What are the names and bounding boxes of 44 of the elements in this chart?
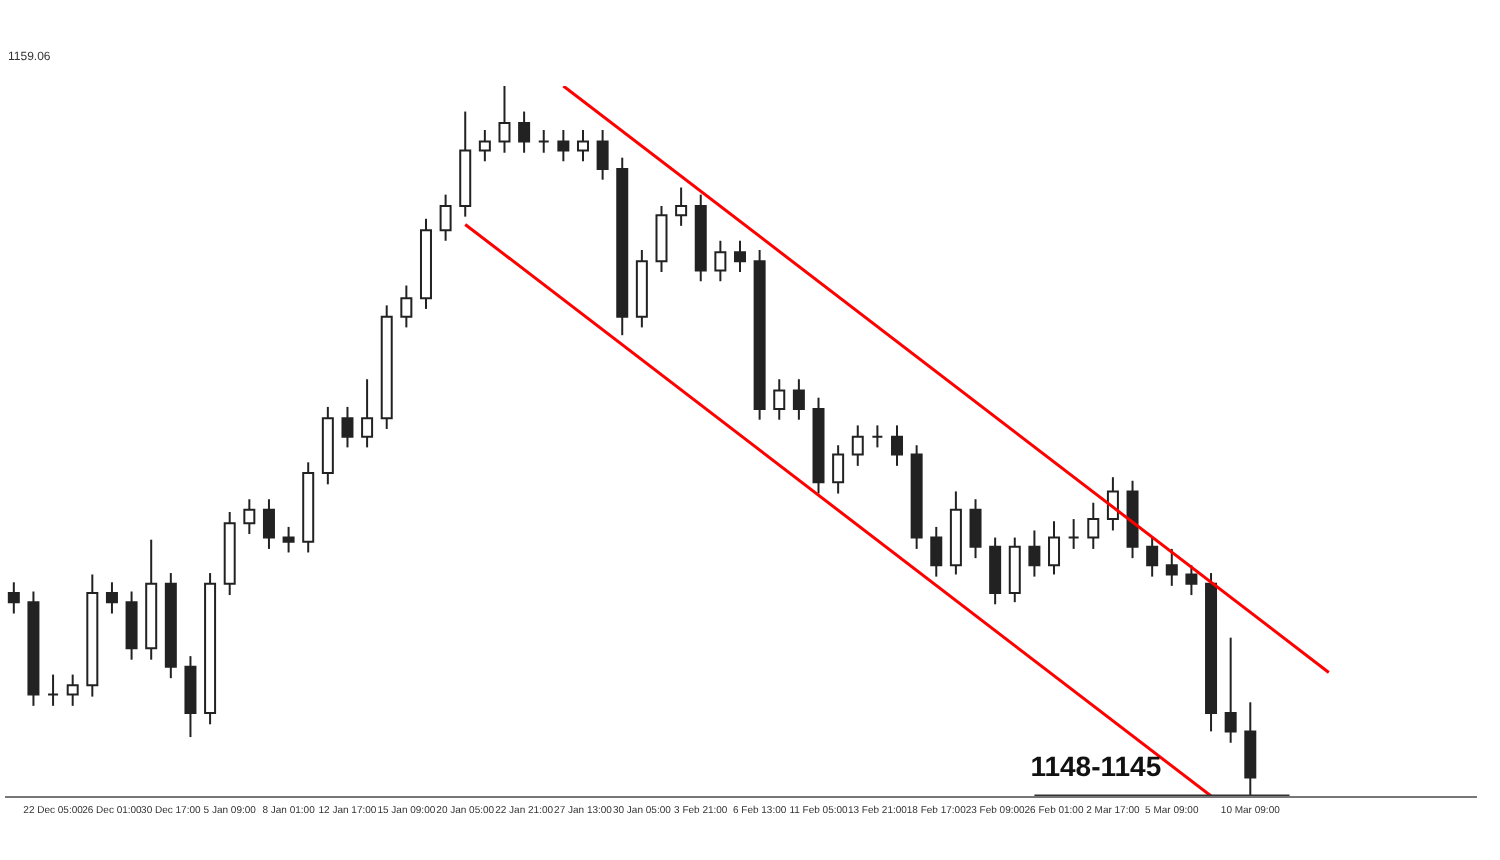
candlestick bbox=[1087, 501, 1100, 550]
candlestick bbox=[47, 673, 60, 707]
candlestick bbox=[262, 498, 275, 550]
candlestick bbox=[341, 405, 354, 449]
candlestick bbox=[655, 204, 668, 274]
candlestick bbox=[1008, 536, 1021, 604]
candlestick bbox=[439, 193, 452, 242]
candlestick bbox=[969, 498, 982, 560]
candlestick bbox=[518, 110, 531, 154]
candlestick bbox=[1244, 701, 1257, 797]
candlestick bbox=[871, 424, 884, 449]
candlestick bbox=[1165, 547, 1178, 587]
candlestick bbox=[1224, 636, 1237, 744]
candlestick bbox=[576, 129, 589, 163]
candlestick bbox=[1067, 518, 1080, 550]
candlestick bbox=[832, 444, 845, 495]
candlestick bbox=[537, 129, 550, 154]
candlestick bbox=[792, 378, 805, 421]
candlestick bbox=[989, 536, 1002, 606]
candlestick bbox=[891, 424, 904, 467]
candlestick bbox=[557, 129, 570, 163]
candlestick bbox=[400, 284, 413, 329]
candlestick bbox=[1028, 529, 1041, 578]
candlestick bbox=[930, 525, 943, 578]
candlestick bbox=[105, 581, 118, 615]
candlestick bbox=[478, 129, 491, 163]
candlestick bbox=[1146, 536, 1159, 578]
candlestick bbox=[184, 655, 197, 739]
candlestick bbox=[361, 378, 374, 449]
candlestick bbox=[125, 590, 138, 661]
candlestick bbox=[734, 239, 746, 274]
annotation: 1148-1145 bbox=[1030, 750, 1162, 782]
candlestick bbox=[773, 378, 786, 421]
candlestick bbox=[851, 424, 864, 467]
candlestick bbox=[66, 673, 79, 707]
candlestick bbox=[7, 581, 20, 615]
candlestick bbox=[282, 525, 295, 554]
candlestick bbox=[714, 239, 727, 283]
candlestick bbox=[596, 129, 609, 181]
candlestick bbox=[675, 186, 688, 227]
candlestick bbox=[498, 85, 511, 154]
candlestick bbox=[1185, 564, 1198, 597]
candlestick bbox=[243, 498, 256, 536]
candlestick bbox=[1048, 520, 1061, 576]
